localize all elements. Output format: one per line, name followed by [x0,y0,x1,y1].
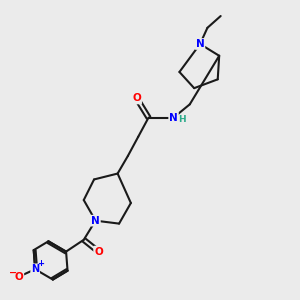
Text: O: O [15,272,23,282]
Text: N: N [169,112,178,123]
Text: N: N [91,216,100,226]
Text: N: N [196,39,204,49]
Text: −: − [9,268,17,278]
Text: O: O [132,94,141,103]
Text: H: H [178,116,186,124]
Text: O: O [94,247,103,256]
Text: +: + [37,260,44,268]
Text: N: N [31,264,39,274]
